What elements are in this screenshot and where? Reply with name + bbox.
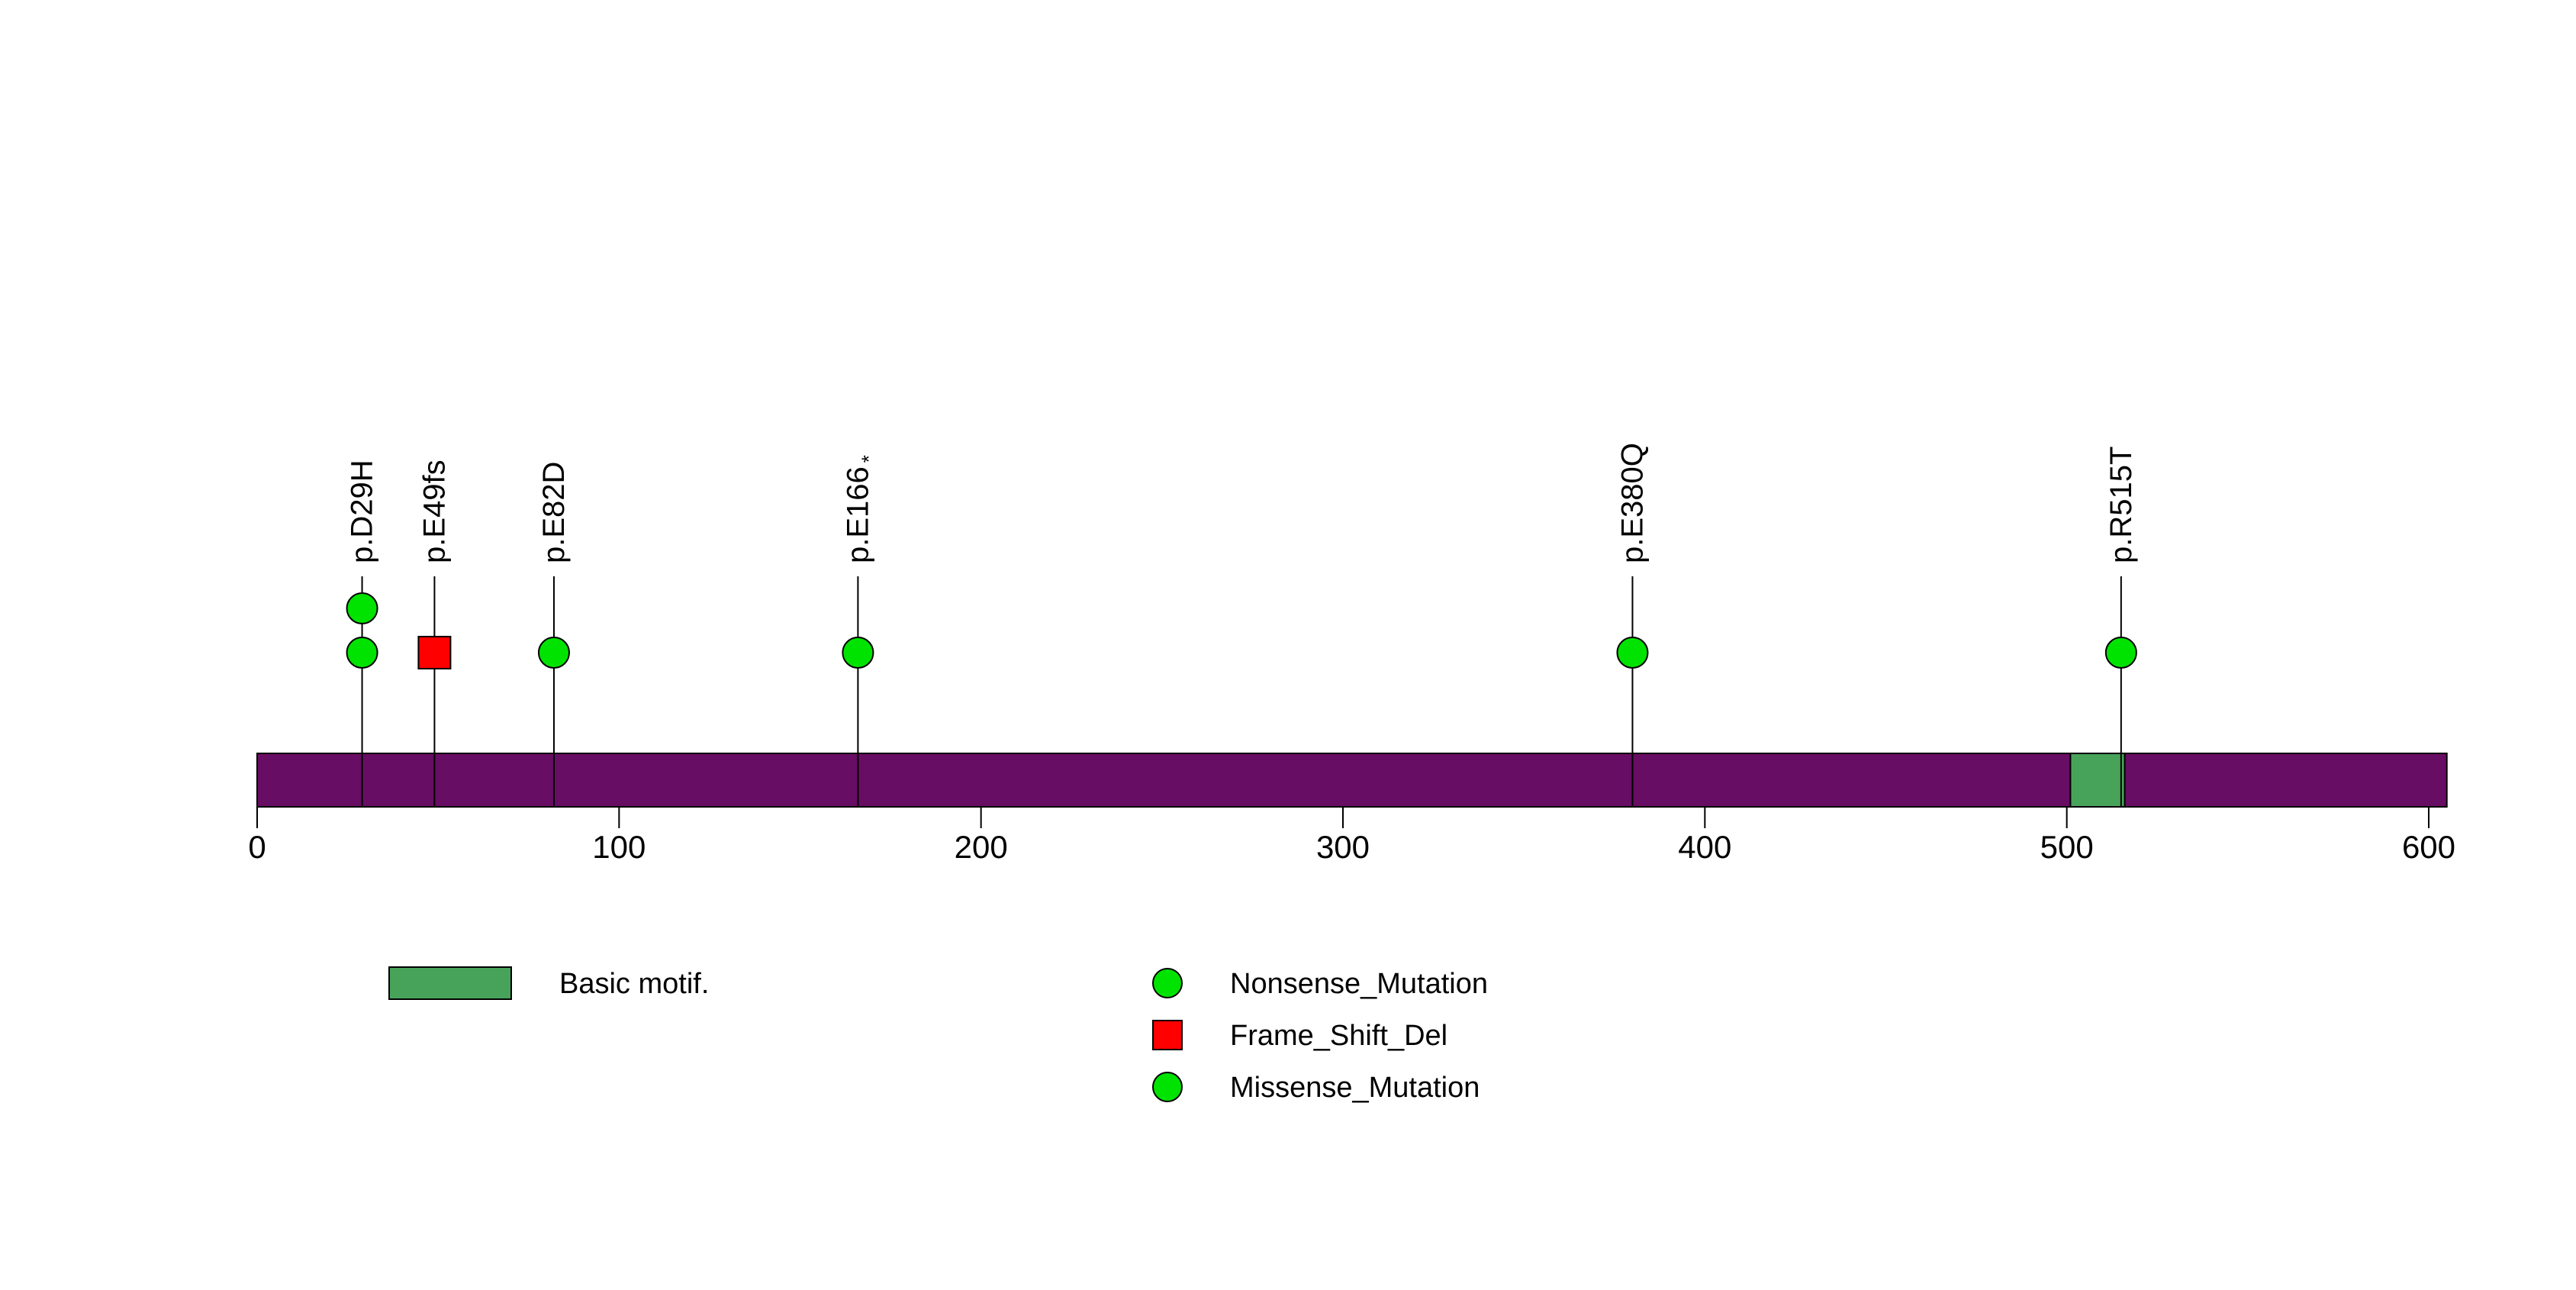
mutation-marker-circle bbox=[346, 637, 378, 669]
mutation-marker-circle bbox=[842, 637, 874, 669]
mutation-marker-circle bbox=[346, 592, 378, 624]
mutation-label: p.E166* bbox=[841, 455, 880, 563]
mutation-marker-circle bbox=[2104, 637, 2137, 669]
axis-tick-label: 600 bbox=[2402, 829, 2455, 865]
axis-tick-label: 400 bbox=[1678, 829, 1731, 865]
legend-domain-label: Basic motif. bbox=[559, 968, 709, 1000]
axis-tick-label: 500 bbox=[2040, 829, 2094, 865]
mutation-label: p.D29H bbox=[346, 460, 379, 563]
legend-marker-circle bbox=[1152, 1072, 1183, 1102]
axis-tick-label: 0 bbox=[248, 829, 266, 865]
axis-tick-label: 200 bbox=[955, 829, 1008, 865]
mutation-label: p.R515T bbox=[2104, 447, 2138, 563]
mutation-marker-square bbox=[417, 636, 452, 669]
mutation-label: p.E82D bbox=[537, 462, 571, 563]
mutation-label: p.E49fs bbox=[417, 460, 451, 563]
mutation-label: p.E380Q bbox=[1615, 443, 1649, 563]
mutation-marker-circle bbox=[537, 637, 570, 669]
legend-marker-square bbox=[1152, 1020, 1183, 1050]
mutation-marker-circle bbox=[1616, 637, 1649, 669]
legend-mutation-type-label: Frame_Shift_Del bbox=[1230, 1020, 1447, 1052]
legend-mutation-type-label: Nonsense_Mutation bbox=[1230, 968, 1488, 1000]
legend-domain-swatch bbox=[388, 966, 512, 1000]
legend-marker-circle bbox=[1152, 968, 1183, 998]
protein-domain-region bbox=[2069, 753, 2126, 808]
axis-tick-label: 100 bbox=[592, 829, 646, 865]
axis-tick-label: 300 bbox=[1316, 829, 1370, 865]
legend-mutation-type-label: Missense_Mutation bbox=[1230, 1072, 1480, 1104]
